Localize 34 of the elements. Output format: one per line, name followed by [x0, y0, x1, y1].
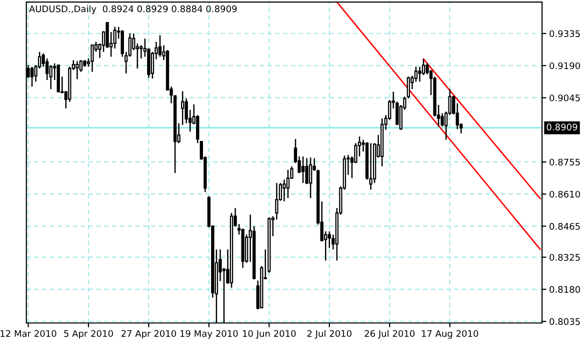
x-tick-label: 12 Mar 2010 [0, 330, 56, 337]
candlestick [30, 66, 34, 88]
y-tick-label: 0.8610 [550, 190, 580, 198]
candlestick [418, 66, 422, 82]
y-tick-label: 0.9045 [550, 94, 580, 102]
candlestick [301, 156, 305, 184]
candlestick [305, 158, 308, 185]
candlestick [128, 32, 132, 58]
x-tick-label: 5 Apr 2010 [64, 330, 113, 339]
x-tick-label: 10 Jun 2010 [242, 330, 296, 339]
x-tick-label: 27 Apr 2010 [121, 330, 176, 339]
y-tick-label: 0.9335 [550, 30, 580, 38]
candlestick [308, 156, 312, 199]
candlestick [76, 60, 79, 80]
y-tick-label: 0.8755 [550, 158, 580, 166]
candlestick [90, 44, 94, 72]
y-tick-label: 0.8035 [550, 318, 580, 326]
chart-title: AUDUSD.,Daily 0.8924 0.8929 0.8884 0.8909 [29, 5, 237, 14]
x-tick-label: 17 Aug 2010 [422, 330, 478, 339]
y-tick-label: 0.8465 [550, 222, 580, 230]
candlestick [275, 182, 278, 220]
candlestick [286, 169, 290, 199]
y-tick-label: 0.9190 [550, 62, 580, 70]
y-tick-label: 0.8180 [550, 286, 580, 293]
candlestick [158, 34, 162, 58]
ref-line-label: 0.8909 [546, 124, 578, 130]
y-tick-label: 0.8325 [550, 254, 580, 261]
x-tick-label: 2 Jul 2010 [307, 330, 352, 339]
x-tick-label: 19 May 2010 [180, 330, 238, 339]
candlestick [282, 179, 286, 202]
candlestick [180, 90, 184, 126]
candlestick [369, 142, 372, 190]
candlestick [328, 230, 331, 249]
x-tick-label: 26 Jul 2010 [364, 330, 415, 339]
